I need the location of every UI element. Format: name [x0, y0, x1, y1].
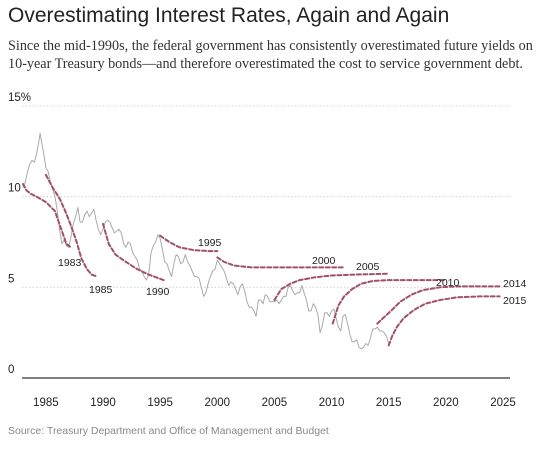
- x-tick-label: 2020: [433, 397, 459, 409]
- chart-title: Overestimating Interest Rates, Again and…: [8, 4, 450, 27]
- series-label-1995: 1995: [198, 237, 222, 249]
- x-tick-label: 1990: [90, 397, 116, 409]
- chart-subtitle: Since the mid-1990s, the federal governm…: [8, 38, 533, 72]
- series-label-2005: 2005: [356, 261, 380, 273]
- projection-line-2000: [216, 256, 344, 269]
- source-note: Source: Treasury Department and Office o…: [8, 425, 329, 437]
- projection-line-2015: [387, 295, 501, 347]
- projection-line-1985: [44, 173, 99, 278]
- y-tick-label: 0: [8, 364, 14, 376]
- series-label-1985: 1985: [89, 284, 113, 296]
- x-tick-label: 2005: [262, 397, 288, 409]
- x-tick-label: 1995: [147, 397, 173, 409]
- projection-line-2014: [376, 285, 501, 325]
- actual-yield-line: [22, 132, 392, 350]
- y-tick-label: 5: [8, 273, 14, 285]
- y-tick-label: 10: [8, 183, 21, 195]
- x-tick-label: 2015: [376, 397, 402, 409]
- projection-line-1990: [102, 222, 165, 282]
- projection-line-1995: [159, 234, 219, 253]
- x-tick-label: 2010: [319, 397, 345, 409]
- projection-line-2005: [273, 272, 390, 301]
- series-label-1983: 1983: [58, 257, 82, 269]
- series-label-1990: 1990: [146, 286, 170, 298]
- x-tick-label: 2025: [490, 397, 516, 409]
- series-label-2010: 2010: [436, 277, 460, 289]
- x-tick-label: 1985: [33, 397, 59, 409]
- series-label-2014: 2014: [503, 278, 527, 290]
- series-label-2015: 2015: [503, 295, 527, 307]
- x-tick-label: 2000: [204, 397, 230, 409]
- y-tick-label: 15%: [8, 92, 31, 104]
- series-label-2000: 2000: [312, 255, 336, 267]
- projection-line-1983: [22, 183, 72, 249]
- projection-line-2010: [331, 279, 447, 325]
